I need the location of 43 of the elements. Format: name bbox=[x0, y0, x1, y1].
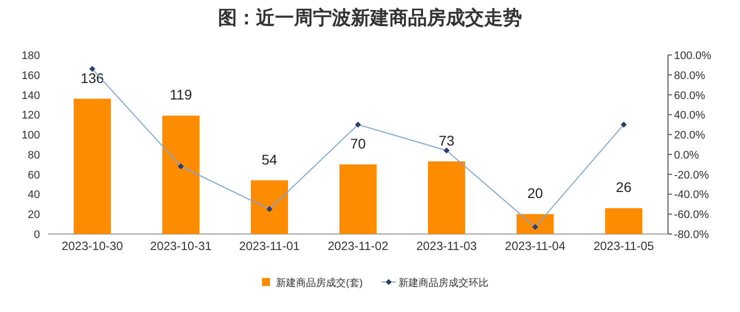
bar bbox=[74, 98, 111, 234]
y2-tick-label: 40.0% bbox=[674, 110, 706, 122]
y2-tick-label: -20.0% bbox=[674, 169, 710, 182]
data-label: 54 bbox=[262, 151, 278, 168]
x-tick-label: 2023-11-05 bbox=[593, 239, 654, 253]
data-label: 70 bbox=[350, 135, 366, 152]
data-label: 119 bbox=[170, 86, 192, 103]
y2-tick-label: -40.0% bbox=[674, 189, 710, 202]
data-label: 73 bbox=[438, 132, 455, 148]
y-tick-label: 0 bbox=[34, 229, 40, 241]
bar bbox=[516, 214, 554, 234]
y2-tick-label: -80.0% bbox=[674, 229, 710, 241]
y2-tick-label: 0.0% bbox=[674, 149, 700, 162]
y2-tick-label: 20.0% bbox=[674, 130, 706, 142]
y-tick-label: 160 bbox=[22, 70, 40, 82]
bar bbox=[250, 180, 288, 234]
x-tick-label: 2023-10-30 bbox=[62, 239, 124, 253]
bar bbox=[428, 161, 466, 234]
x-tick-label: 2023-11-01 bbox=[239, 239, 300, 253]
y-tick-label: 80 bbox=[28, 149, 40, 162]
data-label: 26 bbox=[616, 179, 632, 196]
bar bbox=[339, 164, 377, 234]
y-tick-label: 120 bbox=[22, 110, 40, 122]
y2-tick-label: 100.0% bbox=[674, 50, 712, 62]
y-tick-label: 100 bbox=[22, 130, 40, 142]
y-tick-label: 40 bbox=[28, 189, 40, 202]
y-tick-label: 60 bbox=[28, 169, 40, 182]
legend-label: 新建商品房成交环比 bbox=[398, 277, 489, 289]
y-tick-label: 20 bbox=[28, 209, 40, 222]
x-tick-label: 2023-11-04 bbox=[504, 239, 566, 253]
chart-title: 图：近一周宁波新建商品房成交走势 bbox=[218, 7, 522, 29]
x-tick-label: 2023-10-31 bbox=[150, 239, 212, 253]
y2-tick-label: 80.0% bbox=[674, 70, 706, 82]
y2-tick-label: 60.0% bbox=[674, 90, 706, 102]
data-label: 20 bbox=[527, 185, 544, 202]
y2-tick-label: -60.0% bbox=[674, 209, 710, 222]
x-tick-label: 2023-11-02 bbox=[328, 239, 389, 253]
bar bbox=[162, 116, 200, 234]
y-tick-label: 180 bbox=[22, 50, 40, 62]
x-tick-label: 2023-11-03 bbox=[416, 239, 478, 253]
y-tick-label: 140 bbox=[22, 90, 40, 102]
legend-label: 新建商品房成交(套) bbox=[276, 277, 363, 289]
bar bbox=[605, 208, 642, 234]
